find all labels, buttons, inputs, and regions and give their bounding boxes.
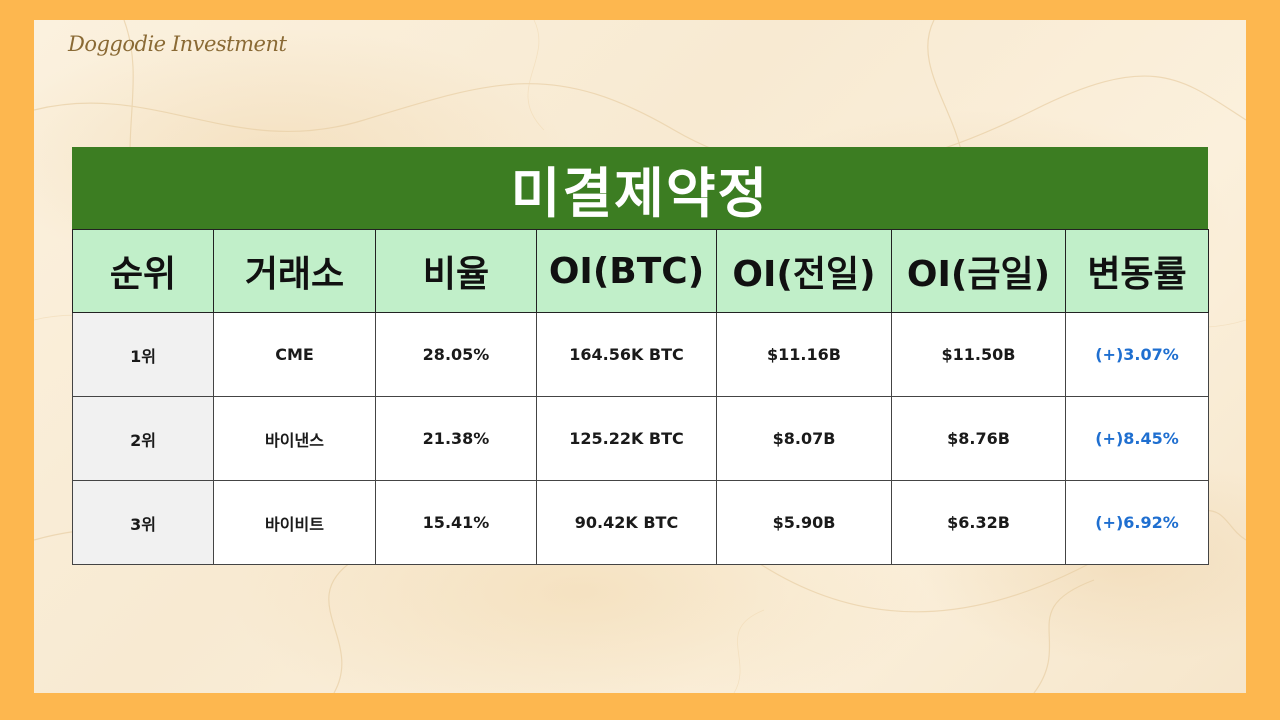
exchange-cell: 바이비트 xyxy=(213,480,376,565)
header-rank: 순위 xyxy=(72,229,214,313)
rank-cell: 1위 xyxy=(72,312,214,397)
oi-today-cell: $11.50B xyxy=(891,312,1066,397)
oi-btc-cell: 164.56K BTC xyxy=(536,312,717,397)
rank-cell: 2위 xyxy=(72,396,214,481)
ratio-cell: 15.41% xyxy=(375,480,537,565)
header-exchange: 거래소 xyxy=(213,229,376,313)
change-cell: (+)8.45% xyxy=(1065,396,1209,481)
ratio-cell: 21.38% xyxy=(375,396,537,481)
oi-prev-cell: $5.90B xyxy=(716,480,892,565)
header-row: 순위 거래소 비율 OI(BTC) OI(전일) OI(금일) 변동률 xyxy=(72,229,1209,313)
header-oi-today: OI(금일) xyxy=(891,229,1066,313)
table-row: 3위 바이비트 15.41% 90.42K BTC $5.90B $6.32B … xyxy=(72,480,1209,565)
oi-btc-cell: 125.22K BTC xyxy=(536,396,717,481)
exchange-cell: 바이낸스 xyxy=(213,396,376,481)
oi-prev-cell: $8.07B xyxy=(716,396,892,481)
slide-frame: Doggodie Investment 미결제약정 순위 거래소 비율 OI(B… xyxy=(34,20,1246,693)
exchange-cell: CME xyxy=(213,312,376,397)
header-oi-btc: OI(BTC) xyxy=(536,229,717,313)
header-ratio: 비율 xyxy=(375,229,537,313)
change-cell: (+)6.92% xyxy=(1065,480,1209,565)
change-cell: (+)3.07% xyxy=(1065,312,1209,397)
oi-table-container: 미결제약정 순위 거래소 비율 OI(BTC) OI(전일) OI(금일) xyxy=(72,147,1209,565)
table-row: 2위 바이낸스 21.38% 125.22K BTC $8.07B $8.76B… xyxy=(72,396,1209,481)
header-change: 변동률 xyxy=(1065,229,1209,313)
table-title: 미결제약정 xyxy=(72,147,1208,229)
oi-prev-cell: $11.16B xyxy=(716,312,892,397)
ratio-cell: 28.05% xyxy=(375,312,537,397)
table-row: 1위 CME 28.05% 164.56K BTC $11.16B $11.50… xyxy=(72,312,1209,397)
rank-cell: 3위 xyxy=(72,480,214,565)
brand-logo-text: Doggodie Investment xyxy=(68,32,287,56)
oi-btc-cell: 90.42K BTC xyxy=(536,480,717,565)
oi-today-cell: $8.76B xyxy=(891,396,1066,481)
oi-table: 순위 거래소 비율 OI(BTC) OI(전일) OI(금일) 변동률 1위 C… xyxy=(72,229,1209,565)
oi-today-cell: $6.32B xyxy=(891,480,1066,565)
header-oi-prev: OI(전일) xyxy=(716,229,892,313)
